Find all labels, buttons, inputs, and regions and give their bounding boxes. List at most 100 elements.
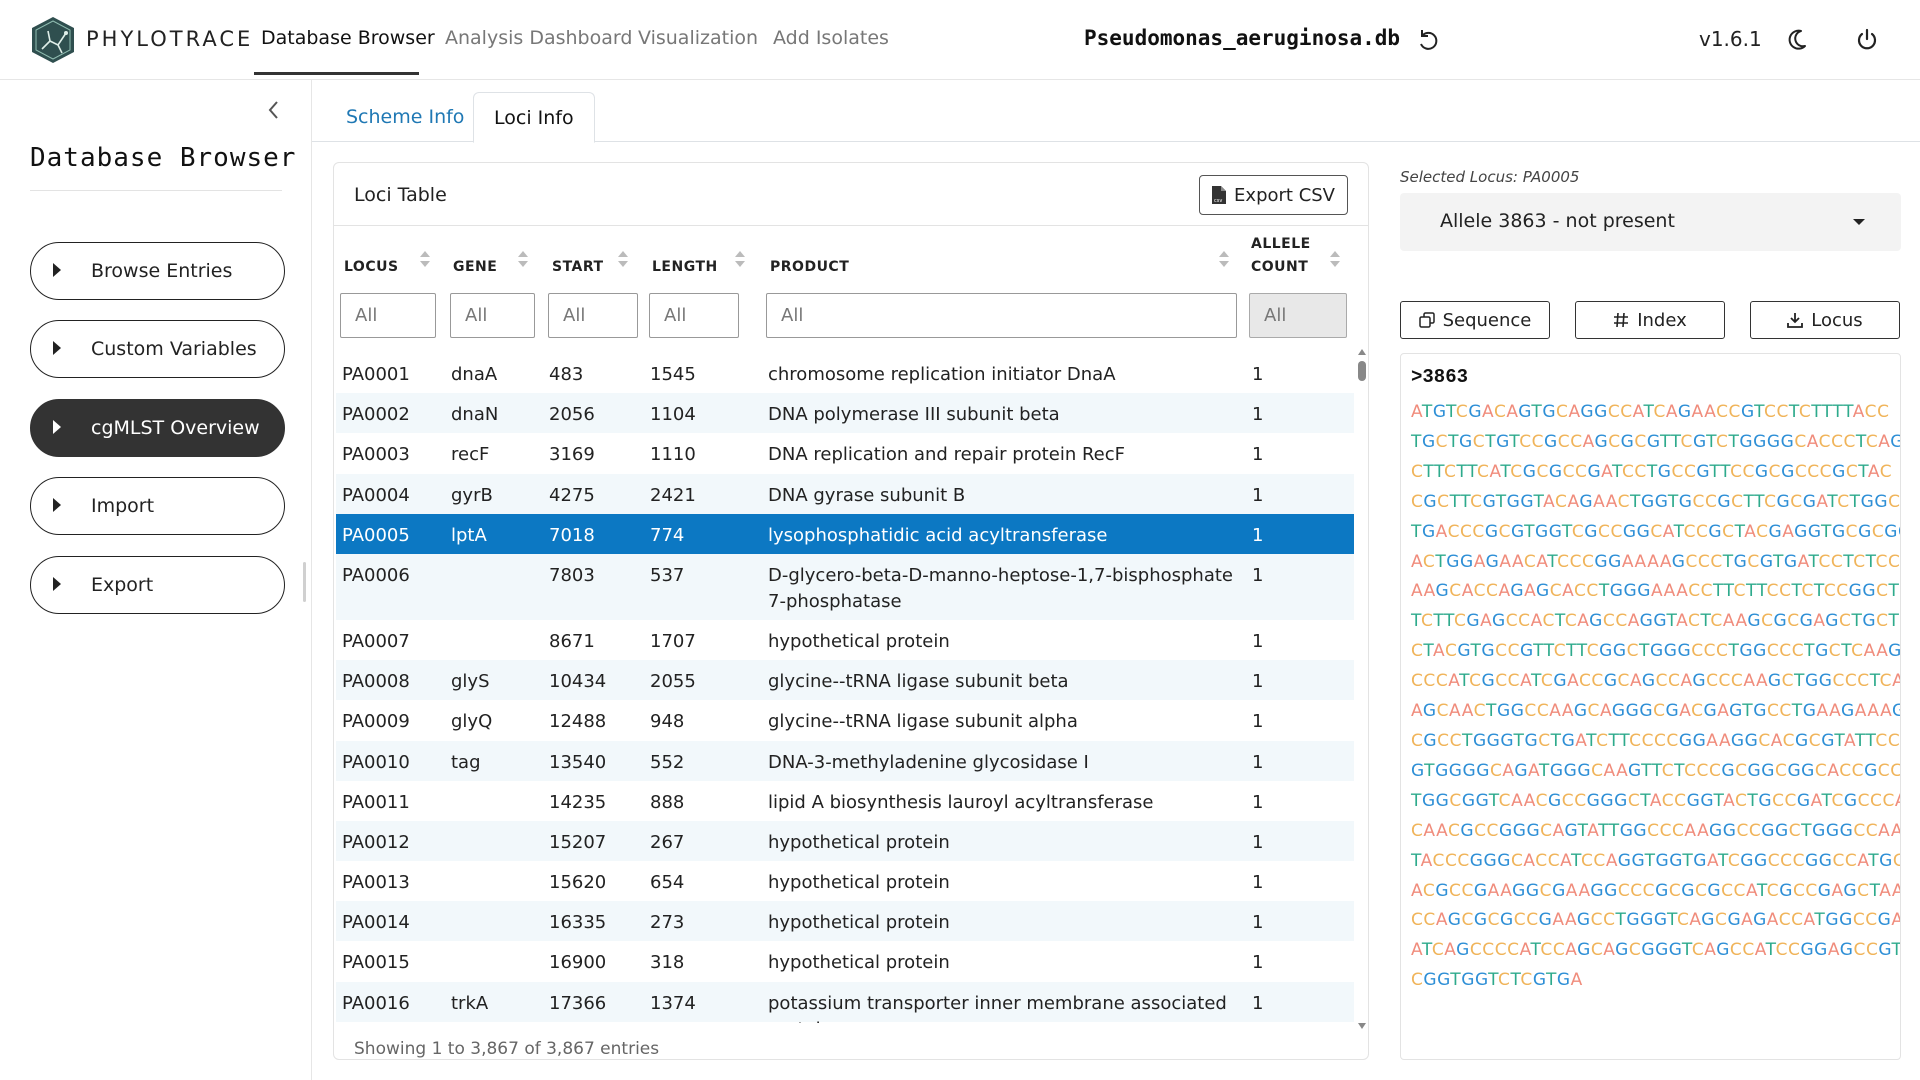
database-name: Pseudomonas_aeruginosa.db: [1084, 26, 1401, 50]
copy-icon: [1418, 312, 1435, 328]
cell-gene: dnaN: [451, 404, 499, 426]
chevron-left-icon[interactable]: [264, 98, 284, 122]
cell-allele-count: 1: [1252, 404, 1264, 426]
sequence-line: CCAGCGCGCCGAAGCCTGGGTCAGCGAGACCATGGCCGAG: [1411, 910, 1900, 931]
table-row[interactable]: PA0009 glyQ 12488 948 glycine--tRNA ligase s…: [336, 700, 1354, 741]
nav-add-isolates[interactable]: Add Isolates: [773, 27, 889, 49]
table-row[interactable]: PA0010 tag 13540 552 DNA-3-methyladenine gly…: [336, 740, 1354, 781]
table-row[interactable]: PA0005 lptA 7018 774 lysophosphatidic acid a…: [336, 513, 1354, 554]
cell-allele-count: 1: [1252, 751, 1264, 773]
cell-allele-count: 1: [1252, 444, 1264, 466]
scroll-up-arrow-icon[interactable]: [1358, 349, 1366, 355]
table-row[interactable]: PA0004 gyrB 4275 2421 DNA gyrase subunit B 1: [336, 473, 1354, 514]
cell-product: D-glycero-beta-D-manno-heptose-1,7-bisph…: [768, 564, 1233, 612]
power-icon[interactable]: [1853, 26, 1881, 54]
cell-length: 1545: [650, 364, 696, 385]
nav-database-browser[interactable]: Database Browser: [261, 27, 435, 49]
cell-length: 948: [650, 711, 685, 733]
cell-start: 7803: [549, 564, 595, 586]
table-row[interactable]: PA0014 16335 273 hypothetical protein 1: [336, 901, 1354, 942]
filter-length[interactable]: All: [649, 293, 739, 338]
table-row[interactable]: PA0006 7803 537 D-glycero-beta-D-manno-hept…: [336, 553, 1354, 620]
sequence-line: CAACGCCGGGCAGTATTGGCCCAAGGCCGGCTGGGCCAAG: [1411, 820, 1900, 841]
scrollbar-thumb[interactable]: [1358, 361, 1366, 381]
cell-start: 15207: [549, 831, 607, 853]
tab-scheme-info[interactable]: Scheme Info: [346, 106, 465, 128]
download-locus-button[interactable]: Locus: [1750, 301, 1900, 339]
sort-icon[interactable]: [735, 251, 745, 271]
loci-table-title: Loci Table: [354, 184, 447, 206]
export-csv-button[interactable]: csv Export CSV: [1199, 175, 1348, 215]
sequence-line: GTGGGGCAGATGGGCAAGTTCTCCCGCGGCGGCACCGCCC: [1411, 760, 1900, 781]
table-row[interactable]: PA0013 15620 654 hypothetical protein 1: [336, 861, 1354, 902]
sort-icon[interactable]: [1330, 251, 1340, 271]
sidebar-resize-handle[interactable]: [303, 562, 306, 602]
copy-sequence-button[interactable]: Sequence: [1400, 301, 1550, 339]
cell-start: 10434: [549, 671, 607, 693]
sidebar-item-cgmlst-overview[interactable]: cgMLST Overview: [30, 399, 285, 457]
reload-icon[interactable]: [1414, 26, 1442, 54]
column-header-product[interactable]: PRODUCT: [770, 259, 850, 275]
nav-visualization[interactable]: Visualization: [638, 27, 759, 49]
column-header-length[interactable]: LENGTH: [652, 259, 718, 275]
cell-start: 483: [549, 364, 584, 385]
filter-product[interactable]: All: [766, 293, 1237, 338]
scroll-down-arrow-icon[interactable]: [1358, 1023, 1366, 1029]
cell-length: 774: [650, 524, 685, 546]
sequence-text: ATGTCGACAGTGCAGGCCATCAGAACCGTCCTCTTTTACC…: [1411, 398, 1901, 996]
cell-locus: PA0006: [342, 564, 410, 586]
cell-locus: PA0003: [342, 444, 410, 466]
sidebar-item-export[interactable]: Export: [30, 556, 285, 614]
table-row[interactable]: PA0003 recF 3169 1110 DNA replication and re…: [336, 433, 1354, 474]
table-row[interactable]: PA0007 8671 1707 hypothetical protein 1: [336, 619, 1354, 661]
column-header-locus[interactable]: LOCUS: [344, 259, 399, 275]
cell-allele-count: 1: [1252, 484, 1264, 506]
cell-product: lysophosphatidic acid acyltransferase: [768, 524, 1108, 546]
allele-select[interactable]: Allele 3863 - not present: [1400, 193, 1901, 251]
brand-name: PHYLOTRACE: [86, 27, 254, 51]
cell-product: hypothetical protein: [768, 952, 950, 974]
filter-allele-count: All: [1249, 293, 1347, 338]
filter-locus[interactable]: All: [340, 293, 436, 338]
tab-bar: Scheme Info Loci Info: [312, 80, 1920, 143]
sort-icon[interactable]: [420, 251, 430, 271]
cell-product: hypothetical protein: [768, 912, 950, 934]
sidebar-item-custom-variables[interactable]: Custom Variables: [30, 320, 285, 378]
cell-length: 1104: [650, 404, 696, 426]
table-row[interactable]: PA0002 dnaN 2056 1104 DNA polymerase III sub…: [336, 393, 1354, 434]
sequence-line: CTACGTGCCGTTCTTCGGCTGGGCCCTGGCCCTGCTCAAG: [1411, 641, 1901, 662]
cell-start: 16335: [549, 912, 607, 934]
table-row[interactable]: PA0001 dnaA 483 1545 chromosome replication …: [336, 353, 1354, 394]
table-row[interactable]: PA0011 14235 888 lipid A biosynthesis lauro…: [336, 780, 1354, 821]
table-row[interactable]: PA0008 glyS 10434 2055 glycine--tRNA ligase …: [336, 660, 1354, 701]
tab-loci-info[interactable]: Loci Info: [473, 92, 595, 143]
sidebar-item-label: cgMLST Overview: [91, 417, 260, 439]
cell-product: hypothetical protein: [768, 630, 950, 652]
table-row[interactable]: PA0015 16900 318 hypothetical protein 1: [336, 941, 1354, 982]
filter-start[interactable]: All: [548, 293, 638, 338]
dark-mode-moon-icon[interactable]: [1784, 26, 1812, 54]
cell-locus: PA0002: [342, 404, 410, 426]
column-header-allele-count[interactable]: ALLELE COUNT: [1251, 236, 1311, 275]
sequence-line: TGCTGCTGTCCGCCAGCGCGTTCGTCTGGGGCACCCTCAG: [1411, 431, 1900, 452]
sort-icon[interactable]: [518, 251, 528, 271]
column-header-start[interactable]: START: [552, 259, 604, 275]
cell-start: 3169: [549, 444, 595, 466]
selected-locus-label: Selected Locus: PA0005: [1400, 168, 1580, 186]
table-scrollbar[interactable]: [1356, 349, 1368, 1029]
table-row[interactable]: PA0016 trkA 17366 1374 potassium transporter…: [336, 981, 1354, 1023]
column-header-gene[interactable]: GENE: [453, 259, 498, 275]
sidebar-item-import[interactable]: Import: [30, 477, 285, 535]
caret-right-icon: [53, 341, 61, 355]
cell-product: DNA gyrase subunit B: [768, 484, 966, 506]
cell-product: glycine--tRNA ligase subunit beta: [768, 671, 1069, 693]
copy-index-button[interactable]: Index: [1575, 301, 1725, 339]
sort-icon[interactable]: [1219, 251, 1229, 271]
cell-start: 7018: [549, 524, 595, 546]
filter-gene[interactable]: All: [450, 293, 535, 338]
sidebar-item-browse-entries[interactable]: Browse Entries: [30, 242, 285, 300]
sort-icon[interactable]: [618, 251, 628, 271]
table-row[interactable]: PA0012 15207 267 hypothetical protein 1: [336, 820, 1354, 862]
nav-analysis-dashboard[interactable]: Analysis Dashboard: [445, 27, 633, 49]
cell-locus: PA0009: [342, 711, 410, 733]
